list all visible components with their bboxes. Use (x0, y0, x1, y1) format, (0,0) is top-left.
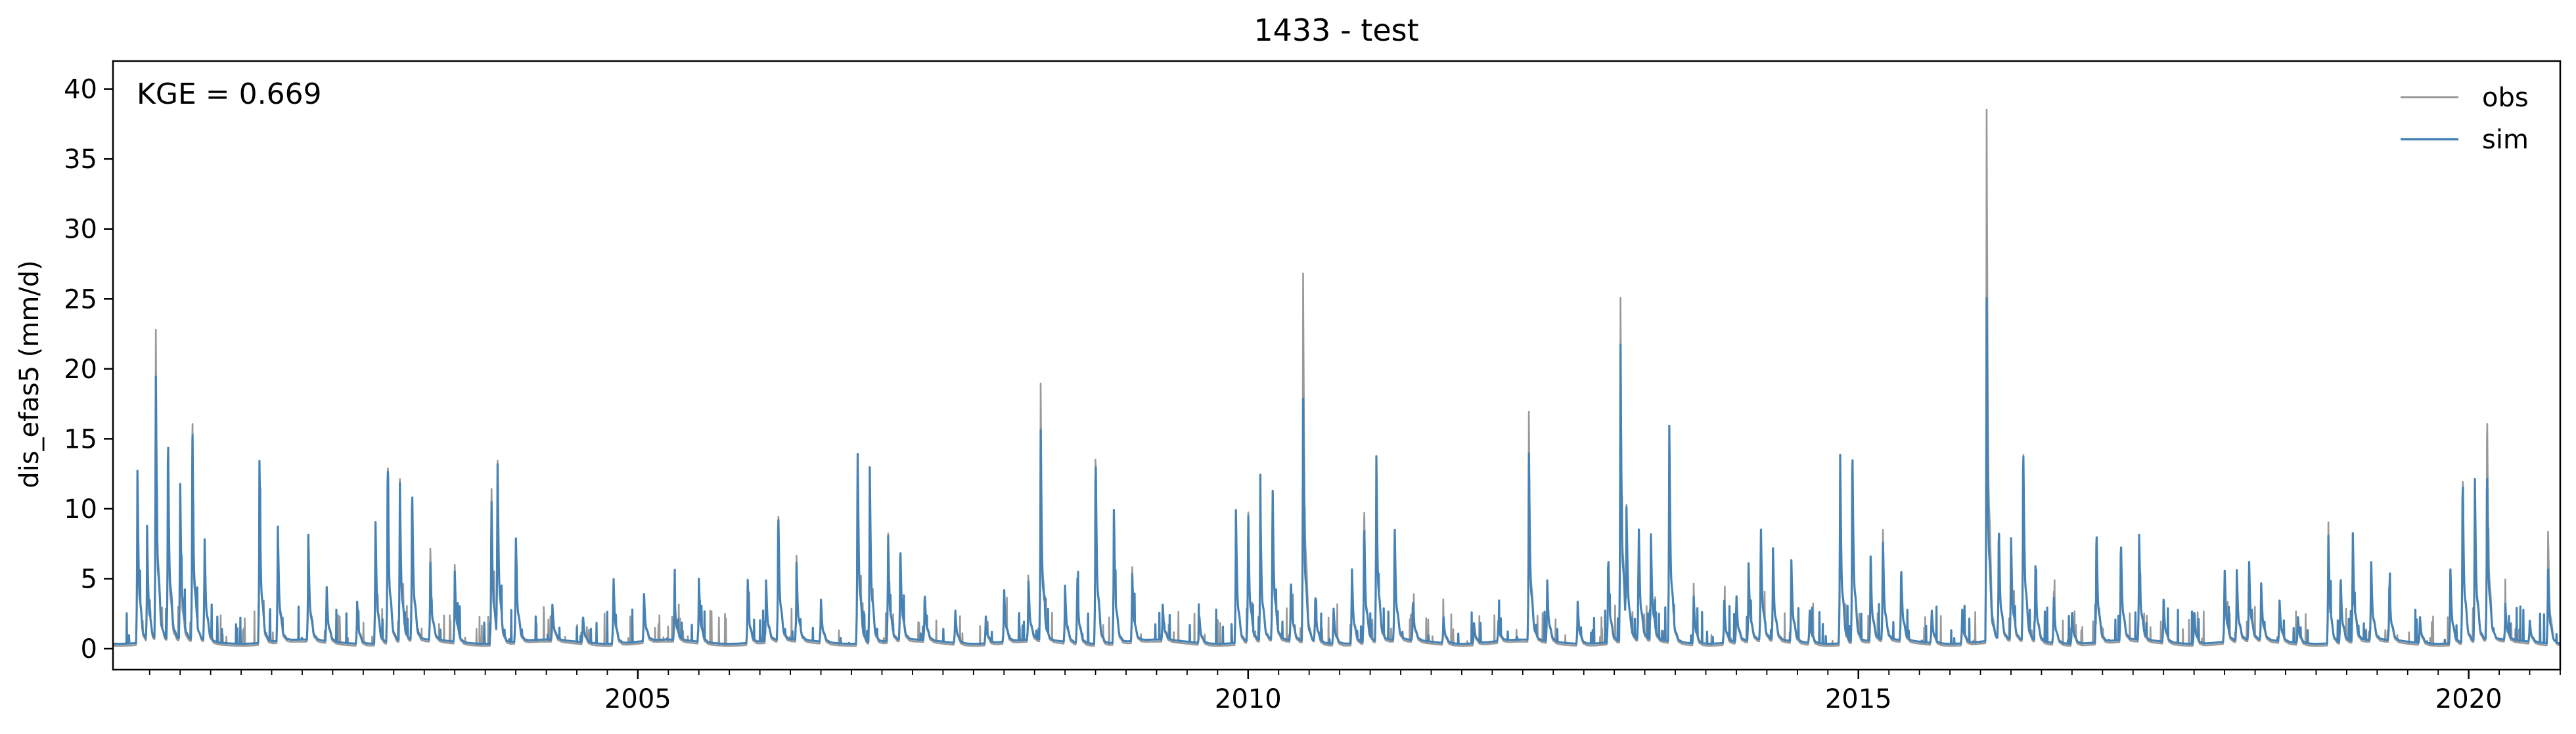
plot-frame (112, 60, 2562, 671)
legend-label-obs: obs (2482, 83, 2529, 113)
x-tick-label: 2005 (604, 684, 671, 714)
kge-annotation: KGE = 0.669 (137, 77, 322, 111)
y-tick-label: 30 (64, 215, 97, 245)
y-tick-label: 25 (64, 284, 97, 314)
y-tick-label: 10 (64, 494, 97, 525)
y-tick-label: 35 (64, 144, 97, 175)
x-tick-label: 2010 (1215, 684, 1282, 714)
series-line-sim (113, 297, 2560, 645)
legend: obs sim (2401, 83, 2529, 155)
x-tick-label: 2015 (1825, 684, 1892, 714)
x-tick-label: 2020 (2435, 684, 2502, 714)
series-layer (113, 108, 2560, 647)
y-tick-label: 40 (64, 75, 97, 105)
y-tick-label: 15 (64, 424, 97, 454)
y-tick-label: 20 (64, 355, 97, 385)
y-tick-label: 5 (81, 564, 97, 594)
ticks-layer: 0 5 10 15 20 25 30 35 40 2005 2010 2015 2020 (64, 75, 2561, 714)
chart-title: 1433 - test (1254, 12, 1418, 48)
legend-label-sim: sim (2482, 125, 2529, 155)
y-axis-label: dis_efas5 (mm/d) (14, 260, 45, 488)
y-tick-label: 0 (81, 634, 97, 664)
